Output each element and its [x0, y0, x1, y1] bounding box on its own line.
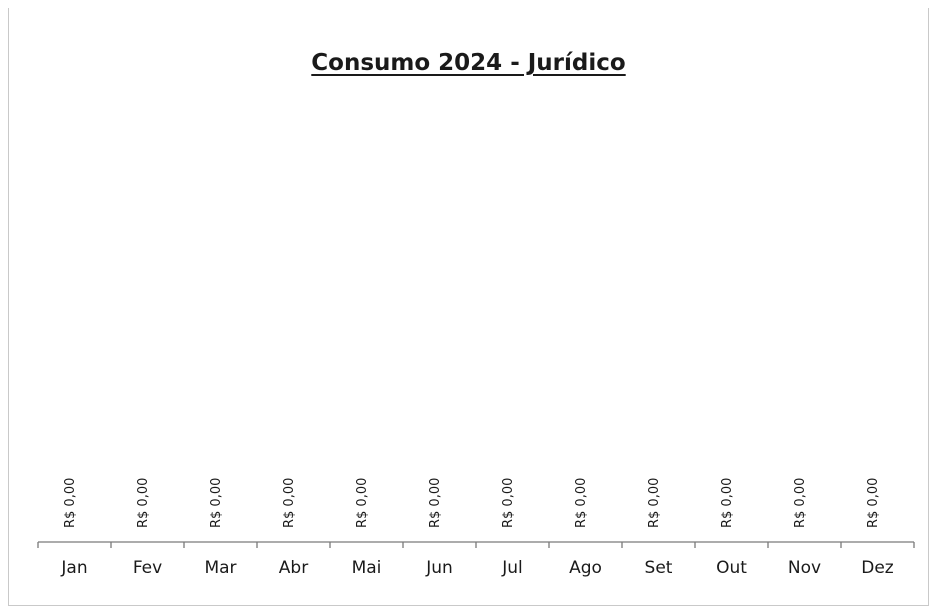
x-tick-label-jun: Jun: [425, 558, 453, 578]
data-label-dez: R$ 0,00: [866, 478, 881, 528]
data-label-abr: R$ 0,00: [282, 478, 297, 528]
category-labels-group: Jan Fev Mar Abr Mai Jun Jul Ago Set Out Nov Dez: [60, 558, 893, 578]
data-label-jan: R$ 0,00: [63, 478, 78, 528]
chart-title: Consumo 2024 - Jurídico: [311, 50, 626, 76]
x-tick-label-set: Set: [645, 558, 673, 578]
x-tick-label-jan: Jan: [60, 558, 87, 578]
data-label-set: R$ 0,00: [647, 478, 662, 528]
data-label-ago: R$ 0,00: [574, 478, 589, 528]
x-tick-label-mai: Mai: [352, 558, 382, 578]
x-tick-label-jul: Jul: [501, 558, 523, 578]
data-labels-group: R$ 0,00 R$ 0,00 R$ 0,00 R$ 0,00 R$ 0,00 R$ 0,…: [63, 478, 881, 528]
data-label-fev: R$ 0,00: [136, 478, 151, 528]
data-label-jun: R$ 0,00: [428, 478, 443, 528]
x-tick-label-nov: Nov: [788, 558, 821, 578]
data-label-jul: R$ 0,00: [501, 478, 516, 528]
x-tick-label-fev: Fev: [133, 558, 162, 578]
data-label-mar: R$ 0,00: [209, 478, 224, 528]
chart-frame: Consumo 2024 - Jurídico: [8, 8, 929, 606]
data-label-nov: R$ 0,00: [793, 478, 808, 528]
x-tick-label-dez: Dez: [861, 558, 894, 578]
data-label-mai: R$ 0,00: [355, 478, 370, 528]
x-tick-label-out: Out: [716, 558, 747, 578]
x-axis-ticks: [37, 542, 915, 548]
x-tick-label-mar: Mar: [204, 558, 236, 578]
x-tick-label-abr: Abr: [279, 558, 308, 578]
x-tick-label-ago: Ago: [569, 558, 602, 578]
data-label-out: R$ 0,00: [720, 478, 735, 528]
